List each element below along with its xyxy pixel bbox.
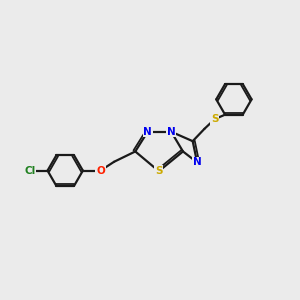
Text: N: N [193,158,202,167]
Text: Cl: Cl [24,166,35,176]
Text: N: N [167,127,176,137]
Text: S: S [211,114,218,124]
Text: N: N [143,127,152,137]
Text: S: S [155,166,163,176]
Text: O: O [96,166,105,176]
